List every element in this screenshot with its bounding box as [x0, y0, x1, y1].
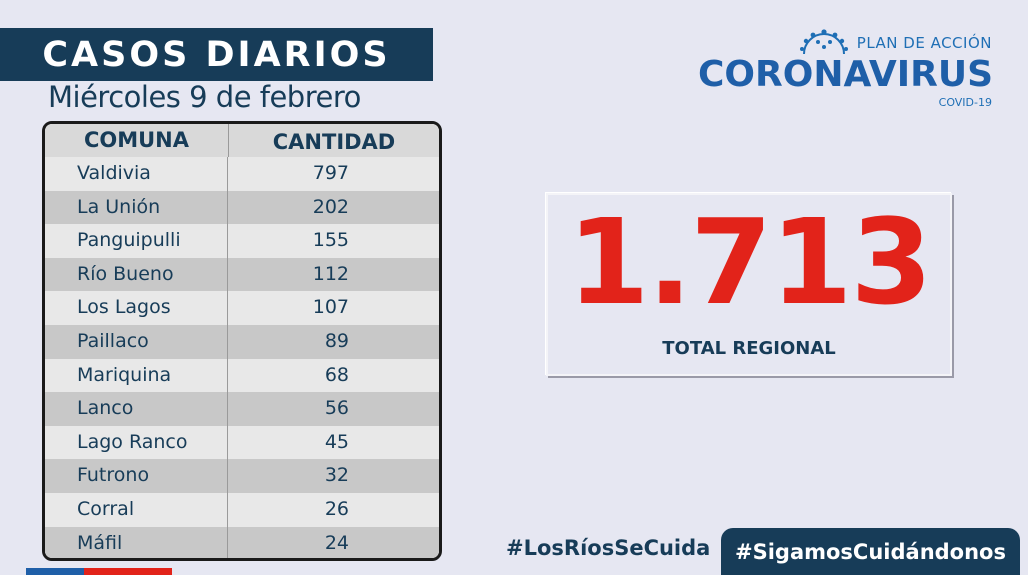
- table-row: Los Lagos 107: [45, 291, 439, 325]
- comuna-cell: Río Bueno: [45, 257, 228, 292]
- comuna-cell: Futrono: [45, 459, 228, 493]
- table-row: La Unión 202: [45, 190, 439, 225]
- cases-table: COMUNA CANTIDAD Valdivia 797 La Unión 202 …: [42, 121, 442, 561]
- cantidad-cell: 797: [312, 162, 349, 184]
- date-subtitle: Miércoles 9 de febrero: [48, 80, 361, 114]
- comuna-cell: Lanco: [45, 392, 228, 426]
- total-label: TOTAL REGIONAL: [662, 338, 836, 359]
- comuna-cell: Valdivia: [45, 157, 228, 191]
- table-row: Mariquina 68: [45, 358, 439, 393]
- cantidad-cell: 155: [312, 229, 349, 252]
- logo-covid-text: COVID-19: [938, 96, 992, 109]
- table-row: Río Bueno 112: [45, 257, 439, 292]
- table-row: Valdivia 797: [45, 157, 439, 191]
- cantidad-cell: 56: [324, 397, 349, 420]
- table-header: COMUNA CANTIDAD: [45, 124, 439, 157]
- comuna-cell: Panguipulli: [45, 224, 228, 258]
- cantidad-cell: 89: [324, 329, 349, 352]
- cantidad-cell: 26: [324, 497, 349, 520]
- cantidad-cell: 24: [324, 531, 349, 554]
- coronavirus-logo: PLAN DE ACCIÓN CORONAVIRUS COVID-19: [698, 26, 995, 116]
- total-value: 1.713: [567, 193, 932, 331]
- table-row: Panguipulli 155: [45, 224, 439, 258]
- comuna-cell: Corral: [45, 492, 228, 527]
- flag-red-stripe: [84, 568, 172, 575]
- cantidad-cell: 107: [312, 296, 349, 319]
- cantidad-cell: 112: [312, 262, 349, 285]
- table-body: Valdivia 797 La Unión 202 Panguipulli 155 R…: [45, 157, 439, 558]
- hashtag-sigamos: #SigamosCuidándonos: [721, 528, 1020, 575]
- cantidad-cell: 68: [324, 363, 349, 386]
- col-cantidad-header: CANTIDAD: [272, 130, 396, 154]
- comuna-cell: Mariquina: [45, 358, 228, 393]
- hashtag-losrios: #LosRíosSeCuida: [506, 536, 711, 560]
- table-row: Lanco 56: [45, 392, 439, 426]
- col-comuna-header: COMUNA: [45, 124, 229, 157]
- cantidad-cell: 32: [324, 464, 349, 487]
- flag-blue-stripe: [26, 568, 84, 575]
- total-box: 1.713 TOTAL REGIONAL: [546, 193, 952, 376]
- virus-icon: [800, 29, 848, 54]
- cantidad-cell: 45: [324, 430, 349, 453]
- table-row: Futrono 32: [45, 459, 439, 493]
- cantidad-cell: 202: [312, 195, 349, 218]
- table-row: Lago Ranco 45: [45, 425, 439, 460]
- logo-plan-text: PLAN DE ACCIÓN: [856, 34, 992, 52]
- logo-coronavirus-text: CORONAVIRUS: [697, 54, 993, 95]
- comuna-cell: Lago Ranco: [45, 425, 228, 460]
- comuna-cell: La Unión: [45, 190, 228, 225]
- page-title: CASOS DIARIOS: [0, 28, 433, 81]
- comuna-cell: Máfil: [45, 526, 228, 558]
- table-row: Corral 26: [45, 492, 439, 527]
- table-row: Máfil 24: [45, 526, 439, 558]
- comuna-cell: Paillaco: [45, 324, 228, 359]
- table-row: Paillaco 89: [45, 324, 439, 359]
- comuna-cell: Los Lagos: [45, 291, 228, 325]
